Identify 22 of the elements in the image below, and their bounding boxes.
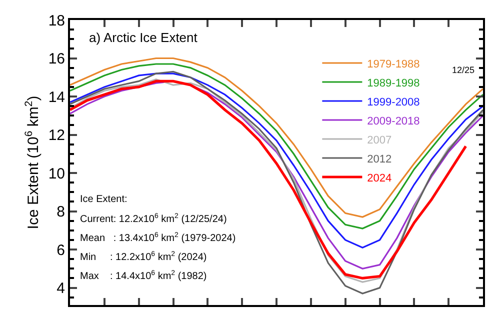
y-tick-label: 4	[56, 280, 65, 298]
legend-label: 2024	[367, 172, 392, 184]
y-tick-label: 16	[48, 50, 65, 68]
legend-label: 2007	[367, 134, 392, 146]
annotation: Current: 12.2x10$^{6}$ km$^{2}$ (12/25/24)	[80, 213, 227, 226]
y-tick-label: 14	[48, 88, 65, 106]
y-tick-label: 12	[48, 127, 65, 144]
legend-label: 1979-1988	[367, 58, 420, 70]
y-tick-label: 8	[56, 204, 65, 221]
annotation: Min : 12.2x10$^{6}$ km$^{2}$ (2024)	[80, 251, 207, 264]
legend-label: 1989-1998	[367, 77, 420, 90]
annotation: Mean : 13.4x10$^{6}$ km$^{2}$ (1979-2024)	[80, 232, 236, 244]
annotation: Ice Extent:	[80, 194, 128, 205]
legend-label: 1999-2008	[367, 96, 420, 108]
annotation: 12/25	[452, 65, 475, 75]
annotation: Max : 14.4x10$^{6}$ km$^{2}$ (1982)	[80, 270, 207, 282]
y-tick-label: 10	[48, 165, 65, 182]
legend-label: 2009-2018	[367, 115, 420, 128]
text: a) Arctic Ice Extent	[89, 30, 198, 45]
y-tick-label: 18	[48, 12, 65, 30]
y-tick-label: 6	[56, 242, 65, 259]
legend-label: 2012	[367, 153, 392, 166]
